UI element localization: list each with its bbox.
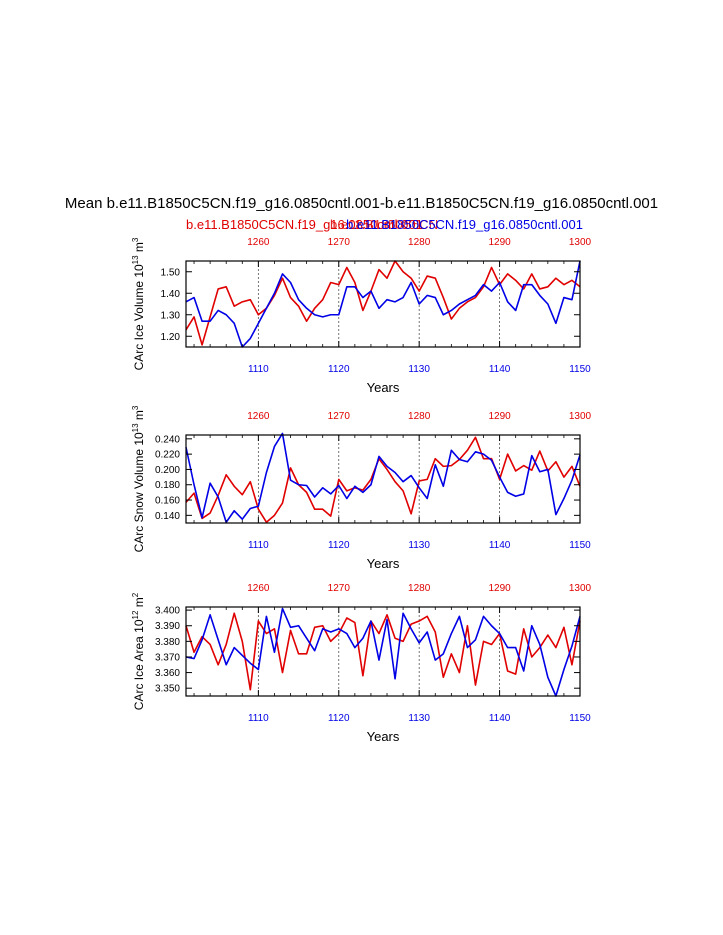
x-tick-label-top: 1260: [247, 583, 270, 594]
series-line-red: [185, 436, 581, 524]
x-tick-label-top: 1270: [328, 237, 351, 248]
series-line-blue: [185, 432, 581, 524]
y-tick-label: 3.390: [155, 621, 180, 632]
x-tick-label-bottom: 1140: [489, 540, 511, 551]
plot-frame: [185, 260, 581, 348]
x-axis-title: Years: [367, 380, 400, 395]
figure-title: Mean b.e11.B1850C5CN.f19_g16.0850cntl.00…: [65, 195, 658, 212]
y-axis-title: CArc Ice Volume 1013 m3: [131, 237, 146, 370]
y-tick-label: 0.220: [155, 450, 180, 461]
y-tick-label: 3.350: [155, 684, 180, 695]
x-tick-label-bottom: 1120: [328, 713, 350, 724]
y-tick-label: 0.160: [155, 496, 180, 507]
x-tick-label-bottom: 1150: [569, 713, 591, 724]
y-tick-label: 3.370: [155, 652, 180, 663]
x-tick-label-top: 1280: [408, 411, 431, 422]
legend-blue-label: b.e11.B1850C5CN.f19_g16.0850cntl.001: [346, 217, 583, 232]
x-tick-label-top: 1270: [328, 411, 351, 422]
x-tick-label-top: 1300: [569, 237, 592, 248]
x-tick-label-top: 1260: [247, 411, 270, 422]
x-tick-label-top: 1280: [408, 583, 431, 594]
x-tick-label-top: 1290: [488, 411, 511, 422]
y-tick-label: 0.240: [155, 434, 180, 445]
y-tick-label: 1.50: [161, 267, 181, 278]
x-tick-label-top: 1260: [247, 237, 270, 248]
x-tick-label-top: 1270: [328, 583, 351, 594]
y-axis-title: CArc Ice Area 1012 m2: [131, 592, 146, 710]
x-tick-label-bottom: 1130: [408, 364, 430, 375]
plot-frame: [185, 434, 581, 524]
x-tick-label-top: 1290: [488, 583, 511, 594]
x-tick-label-bottom: 1120: [328, 364, 350, 375]
legend-red-label: b.e11.B1850C5CN.f19_g16.0850cntl.001: [186, 217, 423, 232]
chart-panel-2: 1110 1120 1130 1140 1150 1260 1270 1280 1290 1300…: [131, 405, 592, 571]
x-tick-label-bottom: 1130: [408, 713, 430, 724]
x-tick-label-top: 1300: [569, 583, 592, 594]
x-tick-label-bottom: 1150: [569, 540, 591, 551]
x-tick-label-top: 1280: [408, 237, 431, 248]
y-tick-label: 0.180: [155, 480, 180, 491]
x-axis-title: Years: [367, 729, 400, 744]
x-tick-label-top: 1300: [569, 411, 592, 422]
series-line-red: [185, 260, 581, 346]
x-tick-label-bottom: 1130: [408, 540, 430, 551]
chart-panel-1: 1110 1120 1130 1140 1150 1260 1270 1280 1290 1300…: [131, 237, 592, 395]
x-tick-label-bottom: 1110: [248, 540, 269, 551]
chart-panel-3: 1110 1120 1130 1140 1150 1260 1270 1280 1290 1300…: [131, 583, 592, 744]
y-tick-label: 3.400: [155, 606, 180, 617]
series-line-blue: [185, 260, 581, 348]
y-tick-label: 1.30: [161, 310, 181, 321]
x-tick-label-bottom: 1110: [248, 713, 269, 724]
y-axis-title: CArc Snow Volume 1013 m3: [131, 405, 146, 552]
x-axis-title: Years: [367, 556, 400, 571]
x-tick-label-bottom: 1140: [489, 364, 511, 375]
x-tick-label-bottom: 1140: [489, 713, 511, 724]
plot-frame: [185, 606, 581, 697]
y-tick-label: 3.380: [155, 637, 180, 648]
x-tick-label-bottom: 1150: [569, 364, 591, 375]
y-tick-label: 1.20: [161, 332, 181, 343]
x-tick-label-bottom: 1110: [248, 364, 269, 375]
series-line-blue: [185, 607, 581, 697]
y-tick-label: 0.200: [155, 465, 180, 476]
y-tick-label: 0.140: [155, 511, 180, 522]
y-tick-label: 3.360: [155, 668, 180, 679]
x-tick-label-top: 1290: [488, 237, 511, 248]
y-tick-label: 1.40: [161, 289, 181, 300]
x-tick-label-bottom: 1120: [328, 540, 350, 551]
series-line-red: [185, 612, 581, 691]
legend-overlap-label: b.e11.B1850C5CN: [330, 217, 438, 232]
